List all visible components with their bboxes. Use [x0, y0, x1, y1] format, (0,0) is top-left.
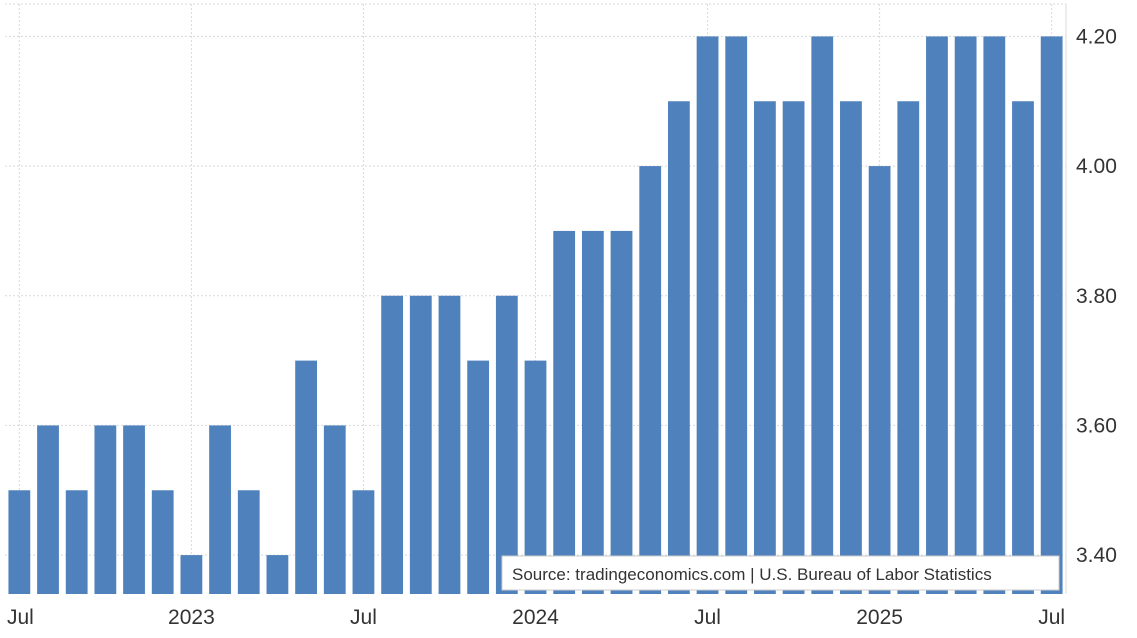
bar	[8, 490, 31, 594]
bar	[553, 230, 576, 594]
bar	[151, 490, 174, 594]
bar	[840, 101, 862, 594]
bar	[323, 425, 346, 594]
bar	[983, 36, 1006, 594]
y-tick-label: 3.60	[1076, 414, 1117, 437]
bar	[409, 295, 432, 594]
source-box	[501, 555, 1060, 591]
x-tick-label: Jul	[7, 606, 34, 629]
bar	[581, 230, 604, 594]
bar	[926, 36, 948, 594]
bars	[8, 36, 1063, 595]
x-tick-label: 2023	[168, 606, 215, 629]
bar	[782, 101, 805, 594]
bar	[352, 490, 375, 594]
bar	[237, 490, 260, 594]
axes: 3.40 3.60 3.80 4.00 4.20 Jul 2023 Jul 2024 Jul 202…	[7, 25, 1117, 629]
bar	[811, 36, 834, 594]
bar	[897, 101, 920, 594]
x-tick-label: 2024	[512, 606, 559, 629]
bar	[954, 36, 977, 594]
x-tick-label: Jul	[694, 606, 721, 629]
y-tick-label: 4.20	[1076, 25, 1117, 48]
bar	[725, 36, 748, 594]
y-tick-label: 4.00	[1076, 155, 1117, 178]
bar	[868, 166, 891, 595]
bar	[266, 555, 289, 594]
x-tick-label: 2025	[856, 606, 903, 629]
bar	[610, 230, 633, 594]
y-tick-label: 3.80	[1076, 285, 1117, 308]
bar	[123, 425, 145, 594]
bar	[65, 490, 88, 594]
bar	[667, 101, 690, 594]
bar	[754, 101, 776, 594]
y-tick-label: 3.40	[1076, 544, 1117, 567]
x-tick-label: Jul	[350, 606, 377, 629]
bar	[94, 425, 117, 594]
x-tick-label: Jul	[1038, 606, 1065, 629]
bar	[495, 295, 518, 594]
bar	[639, 166, 662, 595]
bar	[524, 360, 547, 594]
source-annotation: Source: tradingeconomics.com | U.S. Bure…	[501, 555, 1060, 591]
bar	[37, 425, 59, 594]
bar	[1040, 36, 1063, 594]
bar	[696, 36, 719, 594]
bar	[180, 555, 203, 594]
bar	[209, 425, 231, 594]
bar	[467, 360, 490, 594]
bar	[1012, 101, 1034, 594]
bar	[438, 295, 461, 594]
bar	[381, 295, 404, 594]
source-text: Source: tradingeconomics.com | U.S. Bure…	[512, 565, 992, 584]
bar	[295, 360, 317, 594]
